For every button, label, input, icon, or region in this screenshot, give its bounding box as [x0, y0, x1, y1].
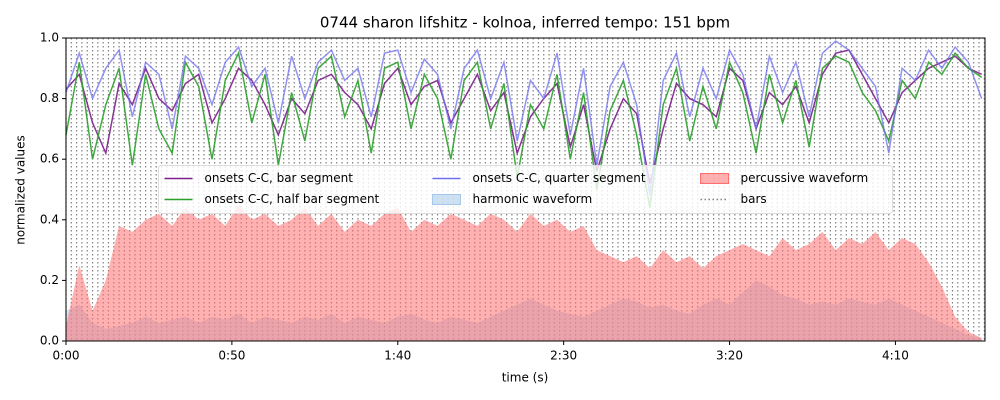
y-axis-label: normalized values	[14, 135, 28, 245]
onset-line	[65, 50, 983, 208]
y-tick-label: 0.6	[40, 152, 59, 166]
legend-label: harmonic waveform	[473, 192, 593, 206]
legend-label: onsets C-C, quarter segment	[473, 171, 646, 185]
legend-label: onsets C-C, half bar segment	[205, 192, 380, 206]
onset-line	[65, 49, 982, 184]
y-tick-label: 0.8	[40, 91, 59, 105]
x-tick-label: 0:00	[53, 349, 80, 363]
legend-swatch	[700, 173, 729, 184]
x-tick-label: 2:30	[550, 349, 577, 363]
x-axis-label: time (s)	[502, 371, 549, 385]
legend-label: bars	[741, 192, 767, 206]
x-tick-label: 3:20	[716, 349, 743, 363]
legend-label: onsets C-C, bar segment	[205, 171, 354, 185]
y-tick-label: 0.2	[40, 273, 59, 287]
y-tick-label: 0.0	[40, 334, 59, 348]
waveform-area	[66, 204, 982, 341]
x-tick-label: 1:40	[384, 349, 411, 363]
x-tick-label: 0:50	[218, 349, 245, 363]
x-tick-label: 4:10	[882, 349, 909, 363]
legend-label: percussive waveform	[741, 171, 869, 185]
legend-swatch	[432, 194, 461, 205]
onset-line	[65, 40, 983, 196]
legend: onsets C-C, bar segment onsets C-C, half …	[158, 165, 893, 214]
y-tick-label: 1.0	[40, 31, 59, 45]
plot-frame	[65, 37, 986, 342]
y-tick-label: 0.4	[40, 212, 59, 226]
chart-title: 0744 sharon lifshitz - kolnoa, inferred …	[320, 14, 730, 32]
